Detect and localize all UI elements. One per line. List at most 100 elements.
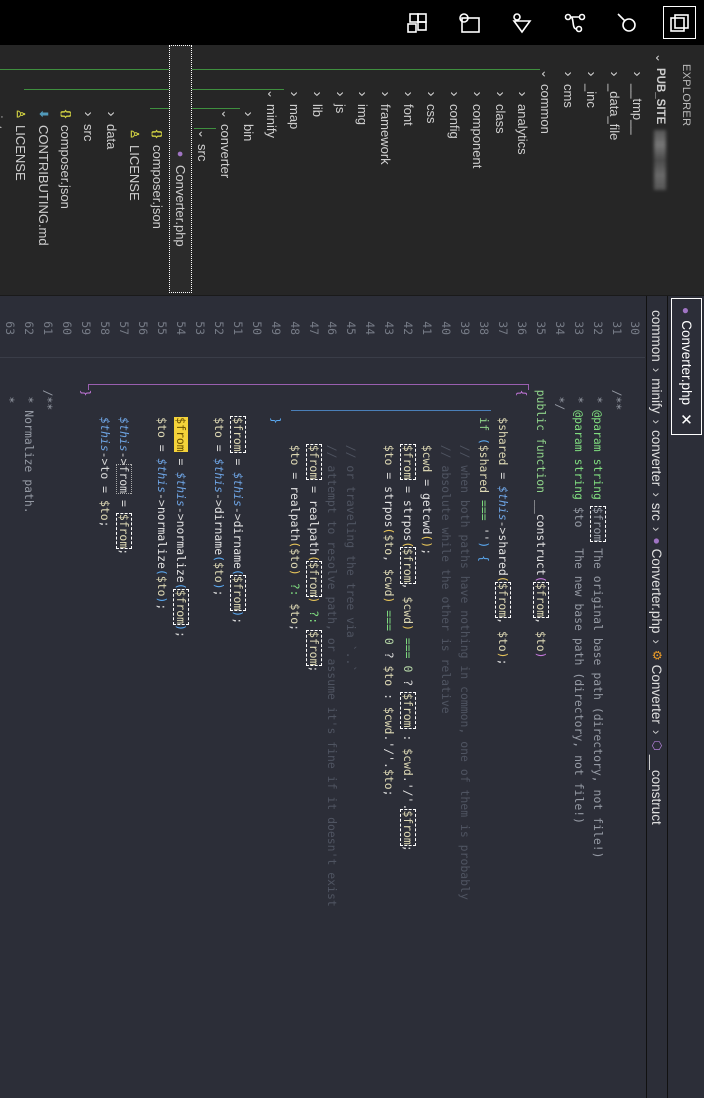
code-line: 46 // attempt to resolve path, or assume…	[323, 296, 342, 1098]
code-token: $to	[211, 562, 226, 583]
code-line: 35 public function __construct($from, $t…	[531, 296, 550, 1098]
tree-folder[interactable]: › lib	[306, 45, 329, 293]
tree-folder[interactable]: › config	[443, 45, 466, 293]
line-number: 44	[363, 321, 378, 335]
tree-folder[interactable]: › css	[420, 45, 443, 293]
line-text: /**	[38, 362, 57, 411]
line-number: 38	[476, 321, 491, 335]
code-line: 62 * Normalize path.	[19, 296, 38, 1098]
code-token: 0	[382, 637, 397, 645]
tree-folder[interactable]: › print	[0, 45, 9, 293]
breadcrumb-item[interactable]: src	[649, 502, 665, 521]
tree-folder[interactable]: › _inc	[580, 45, 603, 293]
line-text: $to = $this->normalize($to);	[152, 362, 171, 610]
json-file-icon: {}	[59, 109, 72, 119]
code-token: $to	[382, 444, 397, 466]
code-token: ->	[117, 451, 132, 466]
code-token: ;	[401, 844, 416, 852]
code-line: 32 * @param string $from The original ba…	[588, 296, 607, 1098]
code-token: =	[155, 437, 169, 459]
code-token: =	[287, 465, 302, 487]
tree-file[interactable]: {} composer.json	[54, 45, 77, 293]
line-number: 57	[117, 321, 132, 335]
tree-folder[interactable]: › img	[352, 45, 375, 293]
method-icon: ⬡	[650, 740, 664, 751]
tree-folder[interactable]: › data	[100, 45, 123, 293]
line-number: 32	[590, 321, 605, 335]
line-number: 37	[495, 321, 510, 335]
code-token: * Normalize path.	[22, 362, 37, 514]
breadcrumb-item[interactable]: Converter	[649, 664, 665, 724]
code-token: (	[306, 555, 321, 562]
code-token: ,	[401, 582, 416, 597]
tab-converter-php[interactable]: ● Converter.php ✕	[671, 298, 702, 435]
tree-folder[interactable]: › map	[283, 45, 306, 293]
code-token: ;	[306, 665, 321, 673]
php-icon: ●	[650, 537, 664, 545]
line-number: 50	[249, 321, 264, 335]
tree-item-label: converter	[218, 124, 234, 179]
tree-folder[interactable]: › src	[77, 45, 100, 293]
line-number: 48	[287, 321, 302, 335]
chevron-right-icon: ›	[491, 91, 509, 97]
license-file-icon: ♙	[127, 129, 140, 139]
breadcrumb-item[interactable]: converter	[649, 430, 665, 487]
line-text: $from = $this->dirname($from);	[228, 362, 247, 624]
highlighted-token: $from	[400, 442, 416, 482]
chevron-right-icon: ›	[0, 88, 6, 100]
code-token: ;	[211, 589, 226, 597]
extensions-icon[interactable]	[401, 6, 434, 39]
breadcrumb-item[interactable]: Converter.php	[649, 548, 665, 634]
tree-file[interactable]: ♙ LICENSE	[123, 45, 146, 293]
tree-folder[interactable]: ⌄ PUB_SITE	[649, 45, 672, 293]
tree-folder[interactable]: › bin	[237, 45, 260, 293]
code-token: ,	[382, 555, 397, 569]
tree-file[interactable]: ♙ LICENSE	[9, 45, 32, 293]
php-icon: ●	[679, 307, 694, 315]
code-line: 53	[190, 296, 209, 1098]
editor-area: ● Converter.php ✕ common › minify › converte…	[0, 296, 704, 1098]
tree-item-label: map	[286, 104, 302, 130]
tree-folder[interactable]: ⌄ src	[192, 45, 215, 293]
tree-item-label: LICENSE	[12, 125, 28, 181]
line-number: 31	[609, 321, 624, 335]
highlighted-token: from	[116, 463, 132, 496]
code-token: ->	[495, 520, 510, 535]
remote-explorer-icon[interactable]	[453, 6, 486, 39]
tree-file[interactable]: {} composer.json	[146, 45, 169, 293]
breadcrumb-item[interactable]: minify	[649, 378, 665, 414]
code-token	[174, 362, 188, 417]
line-number: 36	[514, 321, 529, 335]
tree-item-label: minify	[264, 104, 280, 138]
tree-folder[interactable]: ⌄ common	[534, 45, 557, 293]
tree-folder[interactable]: › analytics	[511, 45, 534, 293]
code-token: (	[476, 437, 491, 445]
tree-item-label: js	[332, 104, 348, 114]
run-debug-icon[interactable]	[506, 6, 539, 39]
source-control-icon[interactable]	[558, 6, 591, 39]
tree-folder[interactable]: ⌄ minify	[260, 45, 283, 293]
explorer-icon[interactable]	[663, 6, 696, 39]
breadcrumb-item[interactable]: common	[649, 310, 665, 362]
tree-folder[interactable]: › framework	[374, 45, 397, 293]
tree-folder[interactable]: ⌄ converter	[214, 45, 237, 293]
tree-folder[interactable]: › cms	[557, 45, 580, 293]
breadcrumb-item[interactable]: __construct	[649, 754, 665, 825]
code-token	[401, 631, 415, 638]
tree-file[interactable]: ⬇ CONTRIBUTING.md	[32, 45, 55, 293]
tree-folder[interactable]: › font	[397, 45, 420, 293]
highlighted-token: $from	[116, 511, 132, 551]
markdown-file-icon: ⬇	[36, 109, 49, 119]
tree-file[interactable]: ● Converter.php	[168, 45, 192, 293]
chevron-right-icon: ›	[445, 91, 463, 97]
tree-folder[interactable]: › class	[489, 45, 512, 293]
tree-folder[interactable]: › _data_file	[603, 45, 626, 293]
tree-item-label: cms	[561, 84, 577, 108]
close-icon[interactable]: ✕	[677, 413, 695, 426]
tree-folder[interactable]: › __tmp__	[626, 45, 649, 293]
tree-item-label: component	[469, 104, 485, 169]
line-text: }	[76, 362, 95, 397]
tree-folder[interactable]: › js	[329, 45, 352, 293]
tree-folder[interactable]: › component	[466, 45, 489, 293]
search-icon[interactable]	[611, 6, 644, 39]
